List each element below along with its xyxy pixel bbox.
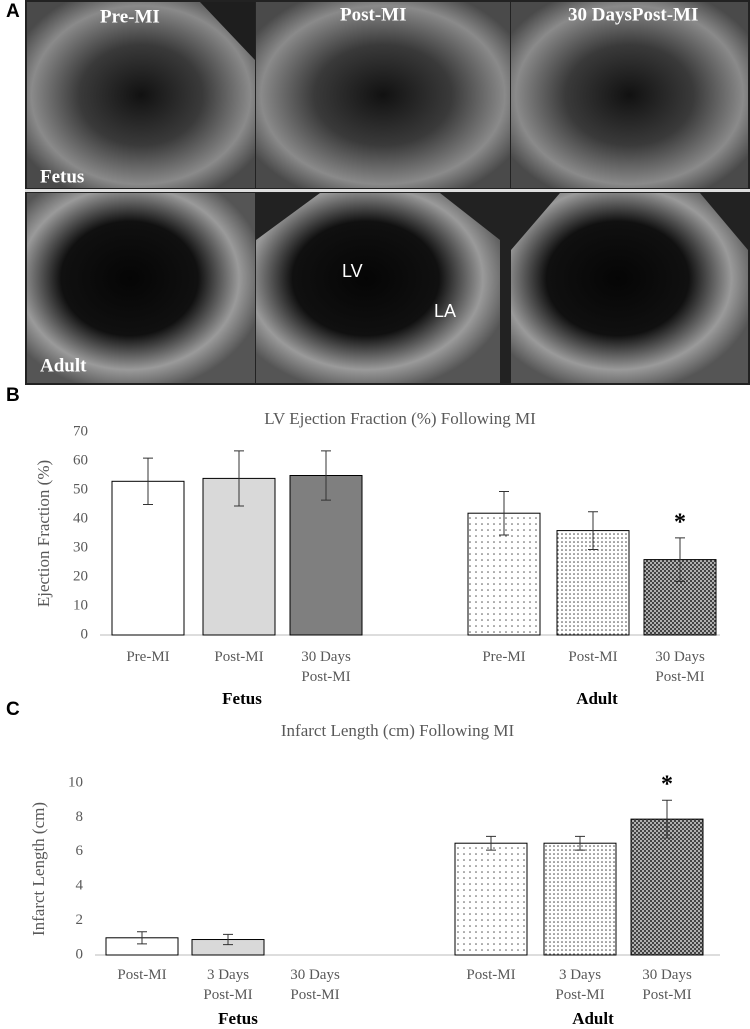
x-tick-label: 30 Days Post-MI [642,967,692,1003]
image-adult-pre [27,193,255,383]
panel-label: C [6,699,20,720]
error-bar [321,450,331,501]
error-bar [143,457,153,505]
group-label: Adult [576,689,618,708]
x-tick-label: Post-MI [117,967,166,983]
error-bar [137,931,147,945]
error-bar [675,537,685,582]
error-bar [588,511,598,550]
image-divider [25,189,750,192]
y-axis-label: Ejection Fraction (%) [34,460,53,607]
column-label: 30 DaysPost-MI [568,4,698,25]
bar [630,818,704,956]
bar [454,842,528,956]
image-adult-30 [511,193,748,383]
y-tick-label: 0 [76,946,84,962]
ultrasound-images [25,0,750,385]
bar [289,475,363,636]
y-tick-label: 60 [73,452,88,468]
x-tick-label: 3 Days Post-MI [555,967,604,1003]
bar [543,842,617,956]
annotation: * [674,509,686,535]
x-tick-label: Pre-MI [126,649,169,665]
y-tick-label: 40 [73,510,88,526]
y-tick-label: 50 [73,481,88,497]
x-tick-label: Post-MI [568,649,617,665]
image-fetus-pre [27,2,255,188]
y-tick-label: 30 [73,539,88,555]
x-tick-label: Post-MI [214,649,263,665]
x-tick-label: Post-MI [466,967,515,983]
group-label: Fetus [222,689,262,708]
y-axis-label: Infarct Length (cm) [29,802,48,936]
y-tick-label: 10 [68,774,83,790]
x-tick-label: 30 Days Post-MI [290,967,340,1003]
image-fetus-post [256,2,510,188]
row-label: Fetus [40,166,84,187]
x-tick-label: 3 Days Post-MI [203,967,252,1003]
error-bar [223,933,233,946]
y-tick-label: 20 [73,568,88,584]
image-corner [200,2,255,60]
error-bar [234,450,244,507]
group-label: Fetus [218,1009,258,1028]
chart-title: Infarct Length (cm) Following MI [281,721,515,740]
x-tick-label: 30 Days Post-MI [655,649,705,685]
chamber-label: LV [342,261,363,281]
y-tick-label: 2 [76,912,84,928]
y-tick-label: 10 [73,597,88,613]
row-label: Adult [40,355,87,376]
y-tick-label: 70 [73,423,88,439]
y-tick-label: 4 [76,878,84,894]
column-label: Post-MI [340,4,406,25]
bar [111,480,185,636]
x-tick-label: Pre-MI [482,649,525,665]
y-tick-label: 0 [81,626,89,642]
y-tick-label: 6 [76,843,84,859]
panel-label: A [6,1,20,22]
panel-label: B [6,385,20,406]
error-bar [499,490,509,536]
y-tick-label: 8 [76,809,84,825]
chart-title: LV Ejection Fraction (%) Following MI [264,409,536,428]
x-tick-label: 30 Days Post-MI [301,649,351,685]
annotation: * [661,772,673,798]
image-adult-post [256,193,500,383]
error-bar [662,799,672,839]
chamber-label: LA [434,301,456,321]
error-bar [486,835,496,851]
error-bar [575,835,585,851]
group-label: Adult [572,1009,614,1028]
column-label: Pre-MI [100,6,160,27]
image-fetus-30 [511,2,748,188]
